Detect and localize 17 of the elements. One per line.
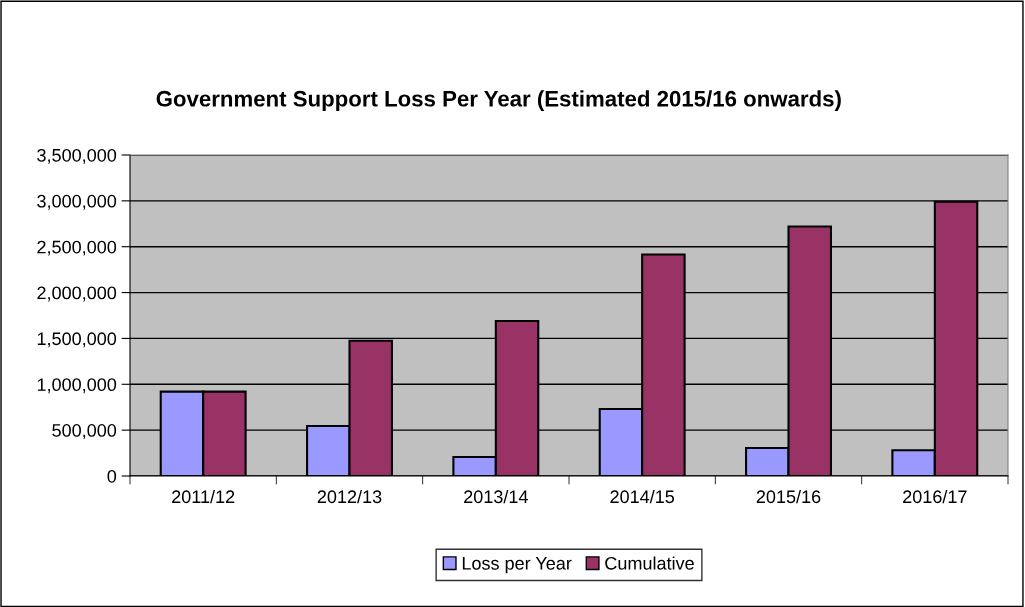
y-tick-label: 1,500,000: [37, 332, 117, 348]
y-tick-label: 0: [107, 469, 117, 483]
y-tick-label: 3,000,000: [37, 194, 117, 210]
x-tick-label: 2013/14: [464, 489, 528, 504]
y-tick-label: 2,000,000: [37, 286, 117, 302]
x-tick-label: 2012/13: [317, 489, 382, 504]
y-tick-label: 500,000: [52, 424, 117, 439]
legend-label: Loss per Year: [462, 557, 572, 574]
x-tick-label: 2015/16: [756, 489, 821, 504]
x-tick-label: 2014/15: [610, 489, 675, 504]
y-tick-label: 1,000,000: [37, 378, 117, 394]
x-tick-label: 2016/17: [903, 489, 967, 504]
chart-title: Government Support Loss Per Year (Estimated 2015/16 onwards): [156, 90, 841, 111]
y-tick-label: 3,500,000: [37, 148, 117, 164]
y-tick-label: 2,500,000: [37, 240, 117, 256]
legend-label: Cumulative: [605, 556, 694, 570]
x-tick-label: 2011/12: [172, 489, 235, 504]
